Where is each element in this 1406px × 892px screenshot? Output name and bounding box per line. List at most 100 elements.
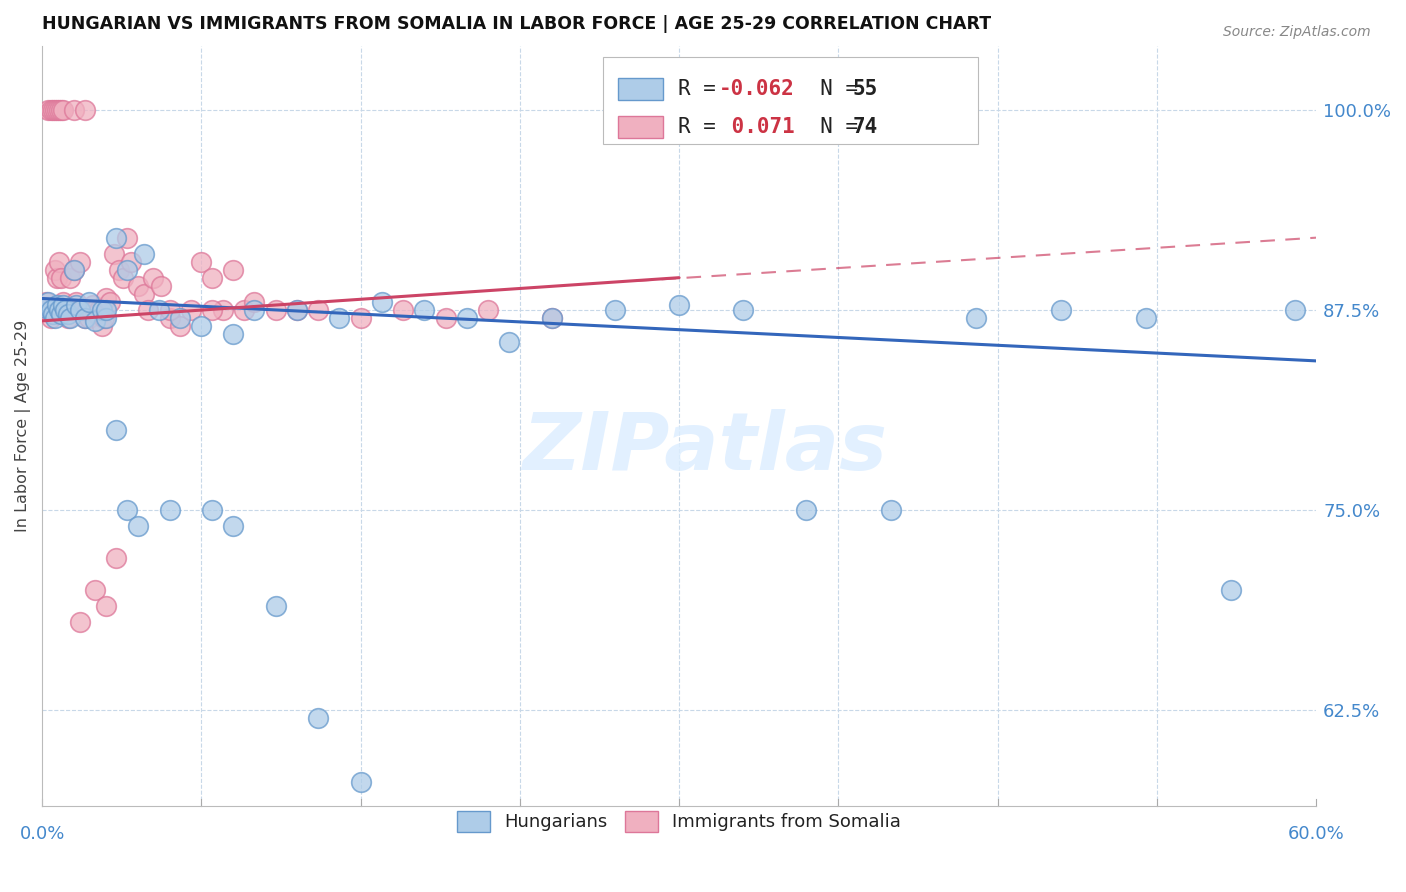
Point: [115, 502, 138, 516]
Point: [148, 302, 170, 317]
Point: [69, 254, 91, 268]
Point: [222, 262, 245, 277]
Point: [328, 310, 350, 325]
Point: [498, 334, 520, 349]
Point: [46, 103, 69, 117]
Point: [349, 310, 371, 325]
Point: [477, 302, 499, 317]
Point: [39, 103, 62, 117]
Text: HUNGARIAN VS IMMIGRANTS FROM SOMALIA IN LABOR FORCE | AGE 25-29 CORRELATION CHAR: HUNGARIAN VS IMMIGRANTS FROM SOMALIA IN …: [42, 15, 991, 33]
Point: [37, 302, 59, 317]
Point: [77, 294, 100, 309]
Text: 0.071: 0.071: [718, 117, 794, 137]
Text: 74: 74: [852, 117, 877, 137]
Point: [59, 310, 82, 325]
Point: [98, 294, 121, 309]
Point: [169, 310, 191, 325]
Point: [94, 302, 117, 317]
Point: [42, 308, 65, 322]
Point: [434, 310, 457, 325]
Point: [56, 308, 79, 322]
Point: [44, 103, 66, 117]
Point: [880, 502, 903, 516]
Point: [540, 310, 562, 325]
Text: 60.0%: 60.0%: [1288, 825, 1344, 843]
Point: [52, 298, 75, 312]
Point: [56, 310, 79, 325]
Point: [115, 230, 138, 244]
Point: [63, 262, 86, 277]
Point: [44, 310, 66, 325]
Point: [72, 302, 94, 317]
Point: [107, 262, 129, 277]
Point: [63, 103, 86, 117]
Point: [1284, 302, 1306, 317]
Point: [32, 302, 55, 317]
Point: [668, 298, 690, 312]
Point: [86, 308, 108, 322]
Point: [371, 294, 394, 309]
Point: [59, 270, 82, 285]
Point: [73, 310, 96, 325]
Point: [127, 278, 149, 293]
Point: [35, 301, 58, 315]
Point: [46, 270, 69, 285]
Point: [90, 302, 112, 317]
Point: [120, 254, 142, 268]
Point: [111, 270, 134, 285]
Text: -0.062: -0.062: [718, 79, 794, 99]
Point: [51, 103, 73, 117]
Point: [605, 302, 627, 317]
Point: [55, 302, 77, 317]
Point: [413, 302, 436, 317]
Point: [285, 302, 308, 317]
Text: N =: N =: [794, 117, 870, 137]
Point: [141, 270, 163, 285]
Text: 0.0%: 0.0%: [20, 825, 65, 843]
Text: 55: 55: [852, 79, 877, 99]
Point: [540, 310, 562, 325]
Point: [127, 518, 149, 533]
Point: [796, 502, 818, 516]
Point: [1220, 582, 1243, 597]
Point: [46, 298, 69, 312]
Point: [69, 615, 91, 629]
Point: [136, 302, 159, 317]
Point: [132, 246, 155, 260]
Point: [73, 103, 96, 117]
Point: [201, 502, 224, 516]
Point: [82, 298, 104, 312]
Point: [159, 502, 181, 516]
Point: [89, 302, 111, 317]
Point: [77, 310, 100, 325]
Point: [80, 302, 103, 317]
Point: [201, 270, 224, 285]
Point: [39, 302, 62, 317]
FancyBboxPatch shape: [617, 78, 662, 101]
Point: [51, 308, 73, 322]
Point: [105, 550, 128, 565]
Point: [232, 302, 254, 317]
Point: [60, 302, 83, 317]
Point: [349, 774, 371, 789]
Point: [48, 103, 70, 117]
Point: [1135, 310, 1157, 325]
Point: [222, 326, 245, 341]
Point: [65, 294, 87, 309]
Point: [42, 103, 65, 117]
Point: [243, 302, 266, 317]
Point: [94, 310, 117, 325]
Point: [90, 318, 112, 333]
Point: [307, 302, 329, 317]
Point: [105, 230, 128, 244]
Point: [51, 270, 73, 285]
Point: [1050, 302, 1073, 317]
Text: Source: ZipAtlas.com: Source: ZipAtlas.com: [1223, 25, 1371, 39]
Point: [132, 286, 155, 301]
Text: R =: R =: [678, 117, 728, 137]
Point: [201, 302, 224, 317]
Point: [94, 599, 117, 613]
Point: [35, 294, 58, 309]
Point: [52, 294, 75, 309]
Point: [180, 302, 202, 317]
